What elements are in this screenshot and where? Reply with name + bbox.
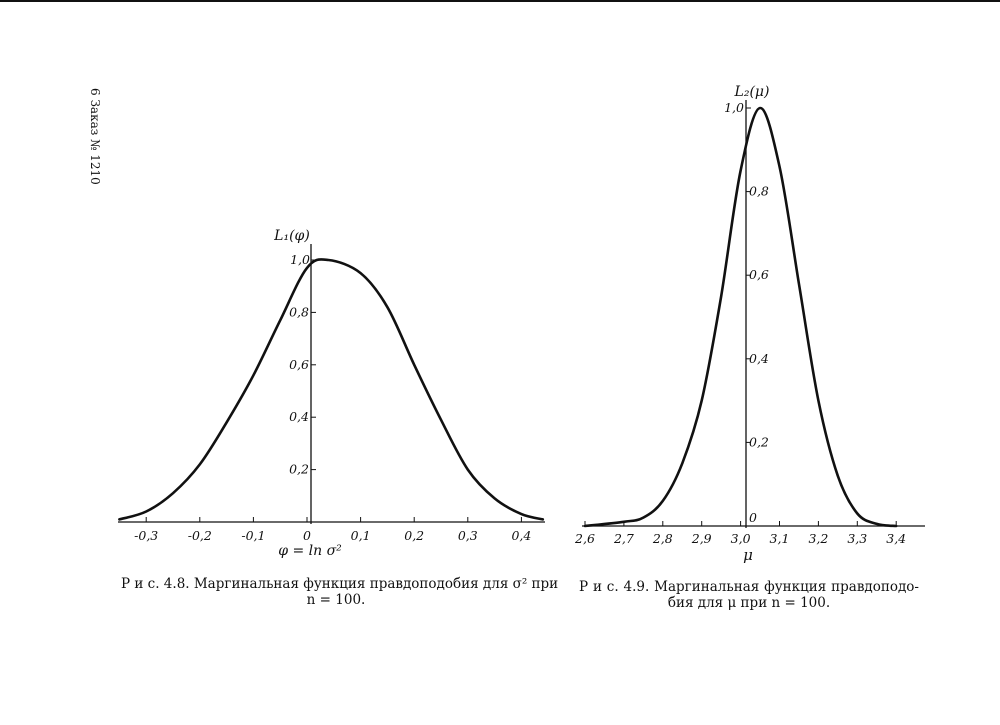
c1-x-tick-label: -0,2: [188, 528, 212, 543]
c1-x-tick-label: 0,4: [511, 528, 531, 543]
c2-y-tick-label: 0,4: [749, 351, 769, 366]
c1-y-axis-label: L₁(φ): [273, 228, 310, 244]
c1-x-tick-label: 0: [303, 528, 311, 543]
c2-likelihood-curve: [583, 106, 898, 528]
c2-x-tick-label: 2,7: [613, 531, 634, 546]
c2-x-tick-label: 3,3: [847, 531, 867, 546]
c1-y-tick-label: 1,0: [290, 252, 310, 267]
c1-x-axis-label: φ = ln σ²: [278, 543, 342, 559]
c1-x-tick-label: -0,3: [134, 528, 158, 543]
c1-likelihood-curve: [118, 258, 545, 521]
c2-y-tick-label: 0,6: [749, 267, 769, 282]
page-top-rule: [0, 0, 1000, 2]
c1-y-tick-label: 0,8: [289, 304, 309, 319]
c1-y-tick-label: 0,6: [289, 357, 309, 372]
caption-fig-4-8-line2: n = 100.: [306, 592, 366, 608]
c2-x-tick-label: 3,2: [808, 531, 828, 546]
c2-y-tick-label: 0,2: [749, 434, 769, 449]
c2-x-tick-label: 3,1: [770, 531, 790, 546]
caption-fig-4-9-line2: бия для μ при n = 100.: [667, 595, 831, 611]
c1-x-tick-label: 0,2: [404, 528, 424, 543]
c1-x-tick-label: 0,1: [351, 528, 371, 543]
chart-fig-4-9: 2,6 2,7 2,8 2,9 3,0 3,1 3,2 3,3 3,4 0 0,2 0,4 0,6 0,8…: [574, 84, 925, 564]
c2-x-tick-label: 3,4: [886, 531, 906, 546]
caption-fig-4-9: Р и с. 4.9. Маргинальная функция правдоп…: [579, 579, 919, 611]
caption-fig-4-9-line1: Р и с. 4.9. Маргинальная функция правдоп…: [579, 579, 919, 595]
c1-y-tick-label: 0,4: [289, 409, 309, 424]
c2-y-tick-label: 0: [749, 510, 757, 525]
c2-y-axis-label: L₂(μ): [734, 84, 770, 100]
caption-fig-4-8: Р и с. 4.8. Маргинальная функция правдоп…: [121, 576, 559, 608]
c1-x-tick-label: -0,1: [241, 528, 265, 543]
caption-fig-4-8-line1: Р и с. 4.8. Маргинальная функция правдоп…: [121, 576, 559, 592]
c2-y-tick-label: 1,0: [724, 100, 744, 115]
c2-x-tick-label: 2,6: [574, 531, 595, 546]
c2-x-tick-label: 3,0: [731, 531, 751, 546]
chart-fig-4-8: -0,3 -0,2 -0,1 0 0,1 0,2 0,3 0,4 0,2 0,4 0,6 0,8 1,0…: [118, 228, 545, 559]
c2-y-tick-label: 0,8: [749, 184, 769, 199]
c2-x-tick-label: 2,8: [652, 531, 673, 546]
c1-x-tick-label: 0,3: [458, 528, 478, 543]
c2-x-tick-label: 2,9: [691, 531, 712, 546]
c1-y-tick-label: 0,2: [289, 462, 309, 477]
c2-x-axis-label: μ: [743, 546, 753, 564]
